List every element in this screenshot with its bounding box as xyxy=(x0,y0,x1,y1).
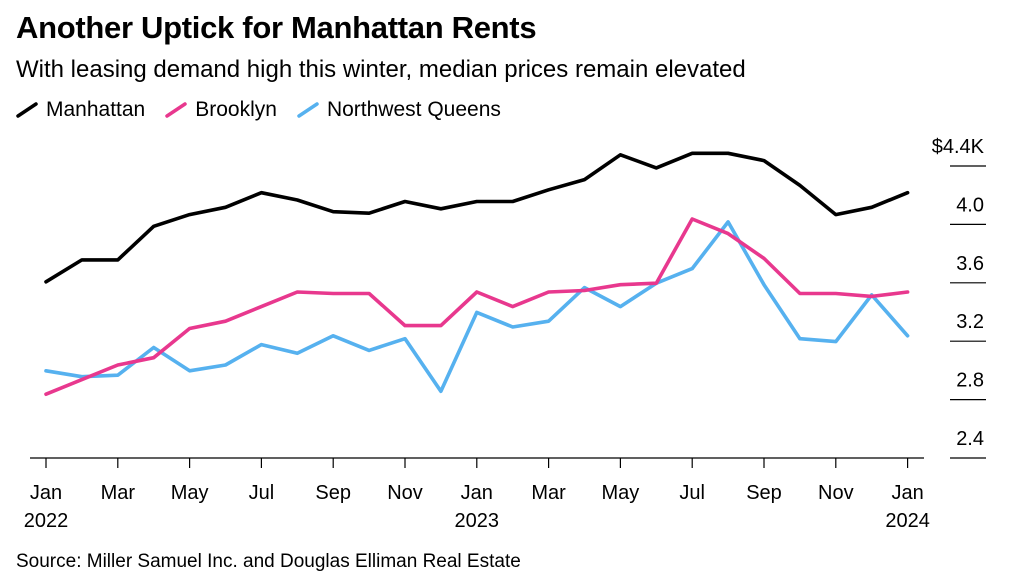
y-tick-label: $4.4K xyxy=(932,136,985,158)
y-tick-label: 3.6 xyxy=(956,253,984,275)
legend: Manhattan Brooklyn Northwest Queens xyxy=(16,98,521,122)
x-tick-year-label: 2024 xyxy=(885,510,930,532)
legend-swatch-brooklyn xyxy=(165,102,187,118)
x-tick-label: Jul xyxy=(679,482,705,504)
brooklyn-line xyxy=(44,217,910,397)
chart-subtitle: With leasing demand high this winter, me… xyxy=(16,56,746,83)
x-tick-year-label: 2022 xyxy=(24,510,69,532)
x-tick-label: Nov xyxy=(818,482,854,504)
legend-label-queens: Northwest Queens xyxy=(326,98,501,121)
x-tick-label: May xyxy=(171,482,209,504)
legend-item-manhattan: Manhattan xyxy=(16,98,145,122)
x-tick-label: Sep xyxy=(315,482,351,504)
legend-swatch-manhattan xyxy=(16,102,38,118)
x-tick-label: Jan xyxy=(461,482,493,504)
x-tick-label: Sep xyxy=(746,482,782,504)
x-tick-year-label: 2023 xyxy=(455,510,500,532)
chart-title: Another Uptick for Manhattan Rents xyxy=(16,10,537,45)
x-tick-label: Jul xyxy=(249,482,275,504)
x-tick-label: Jan xyxy=(891,482,923,504)
legend-item-queens: Northwest Queens xyxy=(297,98,501,122)
source-note: Source: Miller Samuel Inc. and Douglas E… xyxy=(16,551,521,572)
x-tick-label: May xyxy=(602,482,640,504)
legend-label-brooklyn: Brooklyn xyxy=(195,98,277,121)
x-tick-label: Jan xyxy=(30,482,62,504)
legend-item-brooklyn: Brooklyn xyxy=(165,98,277,122)
x-tick-label: Nov xyxy=(387,482,423,504)
y-tick-label: 3.2 xyxy=(956,311,984,333)
x-tick-label: Mar xyxy=(101,482,136,504)
legend-label-manhattan: Manhattan xyxy=(46,98,146,121)
legend-swatch-queens xyxy=(297,102,319,118)
x-tick-label: Mar xyxy=(531,482,566,504)
y-tick-label: 4.0 xyxy=(956,194,984,216)
y-tick-label: 2.8 xyxy=(956,370,984,392)
y-tick-label: 2.4 xyxy=(956,428,984,450)
manhattan-line xyxy=(44,151,910,284)
queens-line xyxy=(44,220,910,394)
